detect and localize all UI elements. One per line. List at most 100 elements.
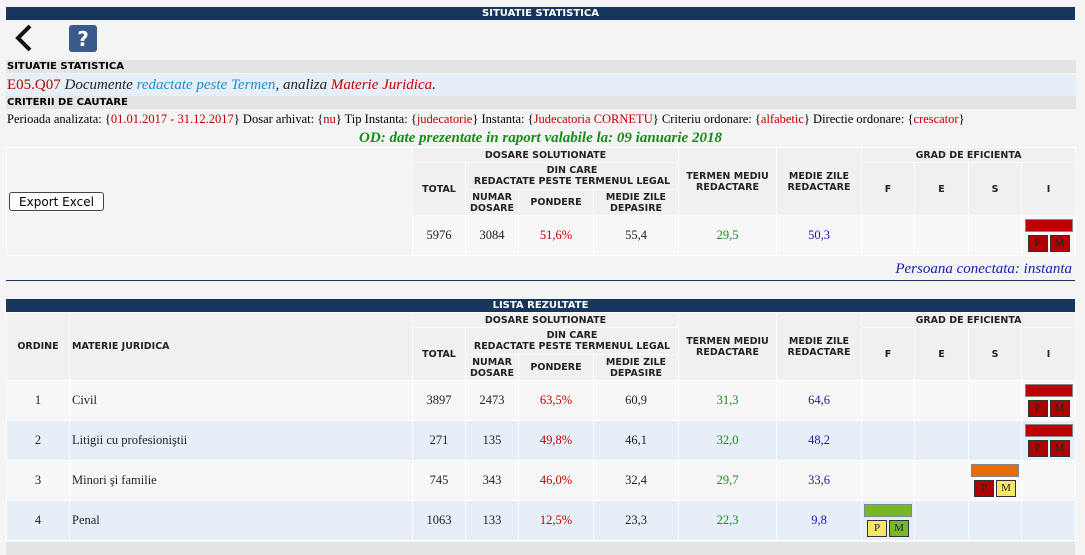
criteria-end: } xyxy=(803,112,810,126)
numar: 133 xyxy=(465,500,519,541)
summary-table: Export Excel DOSARE SOLUTIONATE TERMEN MED… xyxy=(6,147,1077,256)
grade-p: P xyxy=(1027,440,1048,457)
grade-cell xyxy=(968,380,1022,421)
medie_dep: 46,1 xyxy=(593,420,679,461)
help-icon[interactable] xyxy=(69,25,97,52)
grade-p: P xyxy=(1027,235,1048,252)
grade-cell xyxy=(914,460,969,501)
total: 3897 xyxy=(412,380,466,421)
header-row: TOTAL DIN CARE REDACTATE PESTE TERMENUL LE… xyxy=(7,162,1077,216)
header-pondere: PONDERE xyxy=(518,354,594,381)
grade-bar xyxy=(1024,424,1073,437)
notice: OD: date prezentate in raport valabile l… xyxy=(359,130,722,146)
data-row: 4 Penal 1063 133 12,5% 23,3 22,3 9,8 P M xyxy=(6,500,1077,541)
grade-cell xyxy=(914,380,969,421)
criteria-value: alfabetic xyxy=(760,112,804,126)
grade-cell xyxy=(1020,460,1077,501)
header-total: TOTAL xyxy=(412,327,466,381)
numar: 2473 xyxy=(465,380,519,421)
header-medie_dep: MEDIE ZILE DEPASIRE xyxy=(593,189,679,216)
criteria-end: } xyxy=(335,112,342,126)
grade-m: M xyxy=(1049,440,1070,457)
grade-cell xyxy=(914,420,969,461)
description-part: redactate peste Termen xyxy=(136,77,276,93)
header-termen: TERMEN MEDIU REDACTARE xyxy=(678,312,777,381)
criteria-label: Instanta: { xyxy=(481,112,534,126)
header-grade: S xyxy=(968,162,1022,216)
section-title: SITUATIE STATISTICA xyxy=(6,60,1076,73)
termen: 29,7 xyxy=(678,460,777,501)
header-row: NUMAR DOSARE PONDERE MEDIE ZILE DEPASIRE xyxy=(7,189,1076,216)
termen: 29,5 xyxy=(678,215,777,256)
grade-bar xyxy=(971,464,1019,477)
pondere: 12,5% xyxy=(518,500,594,541)
header-pondere: PONDERE xyxy=(518,189,594,216)
grade-cell xyxy=(968,500,1022,541)
back-icon[interactable] xyxy=(15,24,32,52)
pondere: 46,0% xyxy=(518,460,594,501)
header-din-care-1: DIN CARE xyxy=(546,330,598,341)
header-row: ORDINE MATERIE JURIDICA DOSARE SOLUTIONATE… xyxy=(6,312,1077,381)
total: 271 xyxy=(412,420,466,461)
header-group: DOSARE SOLUTIONATE xyxy=(412,147,679,163)
medie_red: 33,6 xyxy=(776,460,862,501)
grade-cell xyxy=(1020,500,1077,541)
criteria: Perioada analizata: {01.01.2017 - 31.12.… xyxy=(6,110,1076,128)
criteria-end: } xyxy=(472,112,479,126)
grade-cell xyxy=(861,215,915,256)
description-part: Documente xyxy=(60,77,137,93)
criteria-value: 01.01.2017 - 31.12.2017 xyxy=(110,112,234,126)
grade-bar xyxy=(1024,219,1073,232)
grade-m: M xyxy=(889,520,909,537)
grade-cell xyxy=(914,215,969,256)
criteria-label: Criteriu ordonare: { xyxy=(661,112,761,126)
criteria-value: judecatorie xyxy=(416,112,473,126)
header-row: TOTAL DIN CARE REDACTATE PESTE TERMENUL LE… xyxy=(7,327,1077,381)
description-part: , analiza xyxy=(275,77,331,93)
grade-p: P xyxy=(1027,400,1048,417)
header-medie-red: MEDIE ZILE REDACTARE xyxy=(776,147,862,216)
grade-m: M xyxy=(996,480,1016,497)
grade-p: P xyxy=(867,520,887,537)
criteria-label: Perioada analizata: { xyxy=(7,112,111,126)
numar: 343 xyxy=(465,460,519,501)
grade-p: P xyxy=(974,480,994,497)
total: 745 xyxy=(412,460,466,501)
header-grade: E xyxy=(914,162,969,216)
criteria-title: CRITERII DE CAUTARE xyxy=(6,96,1076,109)
criteria-end: } xyxy=(958,112,965,126)
materie: Minori şi familie xyxy=(69,460,413,501)
criteria-value: Judecatoria CORNETU xyxy=(533,112,653,126)
medie_dep: 32,4 xyxy=(593,460,679,501)
medie_dep: 60,9 xyxy=(593,380,679,421)
header-grad: GRAD DE EFICIENTA xyxy=(860,147,1077,163)
criteria-end: } xyxy=(652,112,659,126)
grade-cell xyxy=(861,460,915,501)
criteria-end: } xyxy=(233,112,240,126)
grade-cell xyxy=(861,380,915,421)
termen: 32,0 xyxy=(678,420,777,461)
header-medie_dep: MEDIE ZILE DEPASIRE xyxy=(593,354,679,381)
export-button[interactable]: Export Excel xyxy=(9,192,104,211)
header-grad: GRAD DE EFICIENTA xyxy=(860,312,1077,328)
criteria-label: Dosar arhivat: { xyxy=(242,112,324,126)
termen: 22,3 xyxy=(678,500,777,541)
header-grade: F xyxy=(861,327,915,381)
criteria-value: crescator xyxy=(913,112,959,126)
results-table: ORDINE MATERIE JURIDICA DOSARE SOLUTIONATE… xyxy=(6,312,1077,541)
header-materie: MATERIE JURIDICA xyxy=(69,312,413,381)
header-din-care: DIN CARE REDACTATE PESTE TERMENUL LEGAL xyxy=(465,327,679,355)
header-din-care-1: DIN CARE xyxy=(546,165,598,176)
grade-cell xyxy=(861,420,915,461)
header-numar: NUMAR DOSARE xyxy=(465,354,519,381)
pondere: 51,6% xyxy=(518,215,594,256)
grade-bar xyxy=(864,504,912,517)
